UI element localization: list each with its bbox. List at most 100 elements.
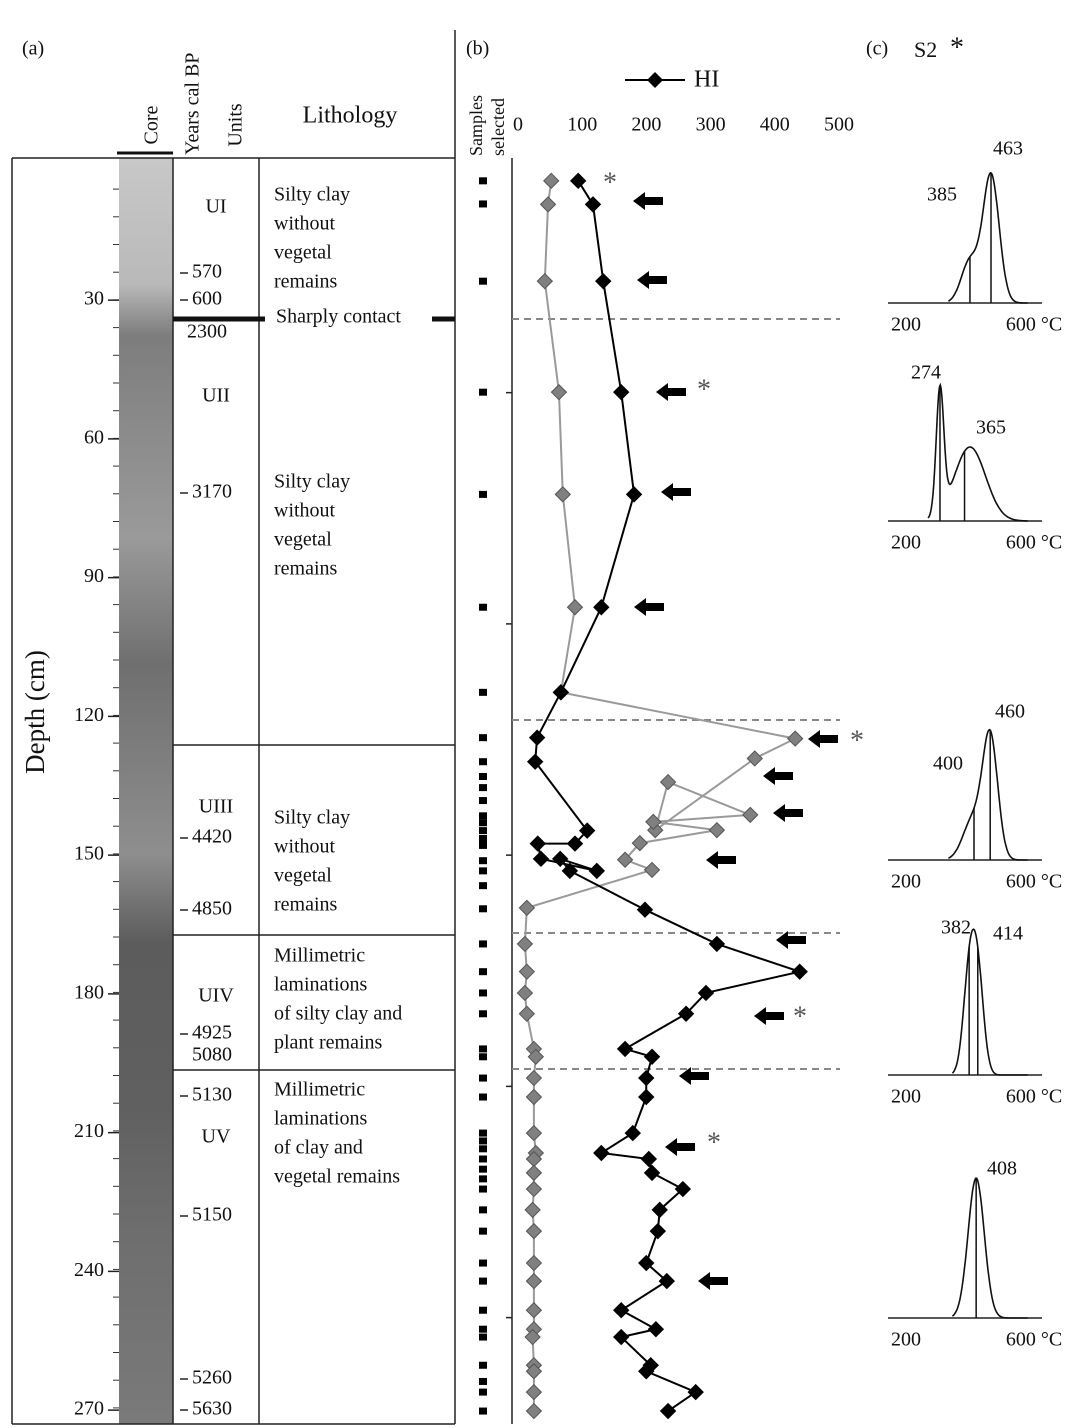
pyrogram-curve xyxy=(927,382,1028,522)
data-point xyxy=(708,935,726,953)
sample-marker xyxy=(479,688,487,696)
data-point xyxy=(677,1005,695,1022)
data-point xyxy=(525,1383,543,1401)
age-label: 5130 xyxy=(192,1084,232,1106)
mini-x-tick-label: 200 xyxy=(891,871,921,893)
peak-label: 365 xyxy=(976,417,1006,439)
sample-marker xyxy=(479,1227,487,1235)
lithology-text: without xyxy=(274,836,336,858)
sample-marker xyxy=(479,1333,487,1341)
mini-x-tick-label: 600 °C xyxy=(1006,871,1062,893)
data-point xyxy=(708,821,726,839)
data-point xyxy=(746,750,763,767)
data-point xyxy=(647,1320,665,1338)
data-point xyxy=(524,1201,541,1219)
unit-label: UV xyxy=(202,1126,231,1148)
sample-marker xyxy=(479,1093,487,1101)
data-point xyxy=(569,172,587,190)
panel-label: (a) xyxy=(22,38,44,60)
sample-marker xyxy=(479,177,487,185)
data-point xyxy=(674,1180,692,1198)
lithology-text: vegetal xyxy=(274,865,332,887)
y-tick-label: 120 xyxy=(74,704,104,726)
y-tick-label: 60 xyxy=(84,426,104,448)
lithology-text: vegetal xyxy=(274,529,332,551)
lithology-text: without xyxy=(274,500,336,522)
unit-label: UIII xyxy=(199,796,233,818)
mini-x-tick-label: 200 xyxy=(891,314,921,336)
age-label: 5150 xyxy=(192,1204,232,1226)
pyrogram-curve xyxy=(948,728,1028,861)
sample-marker xyxy=(479,1010,487,1018)
sample-marker xyxy=(479,277,487,285)
sample-marker xyxy=(479,1053,487,1061)
sample-marker xyxy=(479,1145,487,1153)
sample-marker xyxy=(479,1306,487,1314)
age-label: 3170 xyxy=(192,481,232,503)
core-image xyxy=(119,158,173,1424)
y-tick-label: 150 xyxy=(74,843,104,865)
sample-marker xyxy=(479,989,487,997)
data-point xyxy=(566,599,584,616)
data-point xyxy=(526,753,544,770)
data-point xyxy=(529,835,546,852)
sample-marker xyxy=(479,773,487,781)
pyrogram-curve xyxy=(947,171,1028,304)
lithology-text: Millimetric xyxy=(274,945,365,967)
x-tick-label: 500 xyxy=(824,114,854,136)
unit-label: UIV xyxy=(198,985,234,1007)
lithology-text: Silty clay xyxy=(274,471,350,493)
y-tick-label: 240 xyxy=(74,1259,104,1281)
sample-marker xyxy=(479,1325,487,1333)
data-point xyxy=(640,1150,658,1168)
asterisk: * xyxy=(793,1001,807,1032)
sample-marker xyxy=(479,867,487,875)
column-header: Lithology xyxy=(303,103,398,129)
sample-marker xyxy=(479,1407,487,1415)
y-axis-label: Depth (cm) xyxy=(20,650,50,774)
column-header: Core xyxy=(141,105,163,144)
sample-marker xyxy=(479,841,487,849)
arrow xyxy=(665,1138,695,1156)
data-point xyxy=(578,822,596,839)
data-point xyxy=(518,1005,536,1022)
data-point xyxy=(525,1088,543,1106)
arrow xyxy=(763,767,793,785)
arrow xyxy=(637,271,667,289)
data-point xyxy=(525,1363,543,1380)
age-label: 5260 xyxy=(192,1367,232,1389)
data-point xyxy=(554,486,571,503)
x-tick-label: 0 xyxy=(513,114,523,136)
data-point xyxy=(636,901,654,918)
y-tick-label: 30 xyxy=(84,288,104,310)
mini-x-tick-label: 600 °C xyxy=(1006,532,1062,554)
data-point xyxy=(525,1069,543,1087)
x-tick-label: 200 xyxy=(631,114,661,136)
data-point xyxy=(791,963,808,980)
arrow xyxy=(633,192,663,210)
lithology-text: plant remains xyxy=(274,1032,383,1054)
arrow xyxy=(773,804,803,822)
contact-label: Sharply contact xyxy=(276,306,401,328)
data-point xyxy=(525,1254,543,1272)
data-point xyxy=(550,383,568,401)
asterisk: * xyxy=(603,167,617,198)
arrow xyxy=(754,1007,784,1025)
y-tick-label: 180 xyxy=(74,981,104,1003)
data-point xyxy=(643,861,661,879)
peak-label: 460 xyxy=(995,701,1025,723)
lithology-text: Silty clay xyxy=(274,807,350,829)
lithology-text: laminations xyxy=(274,1108,368,1130)
data-point xyxy=(638,1363,655,1380)
data-point xyxy=(539,196,557,213)
sample-marker xyxy=(479,882,487,890)
series-line xyxy=(534,180,804,1412)
data-point xyxy=(625,486,643,503)
sample-marker xyxy=(479,1361,487,1369)
data-point xyxy=(659,773,677,791)
sample-marker xyxy=(479,1074,487,1082)
data-point xyxy=(645,813,662,831)
sample-marker xyxy=(479,797,487,805)
data-point xyxy=(532,850,550,868)
data-point xyxy=(566,835,584,852)
